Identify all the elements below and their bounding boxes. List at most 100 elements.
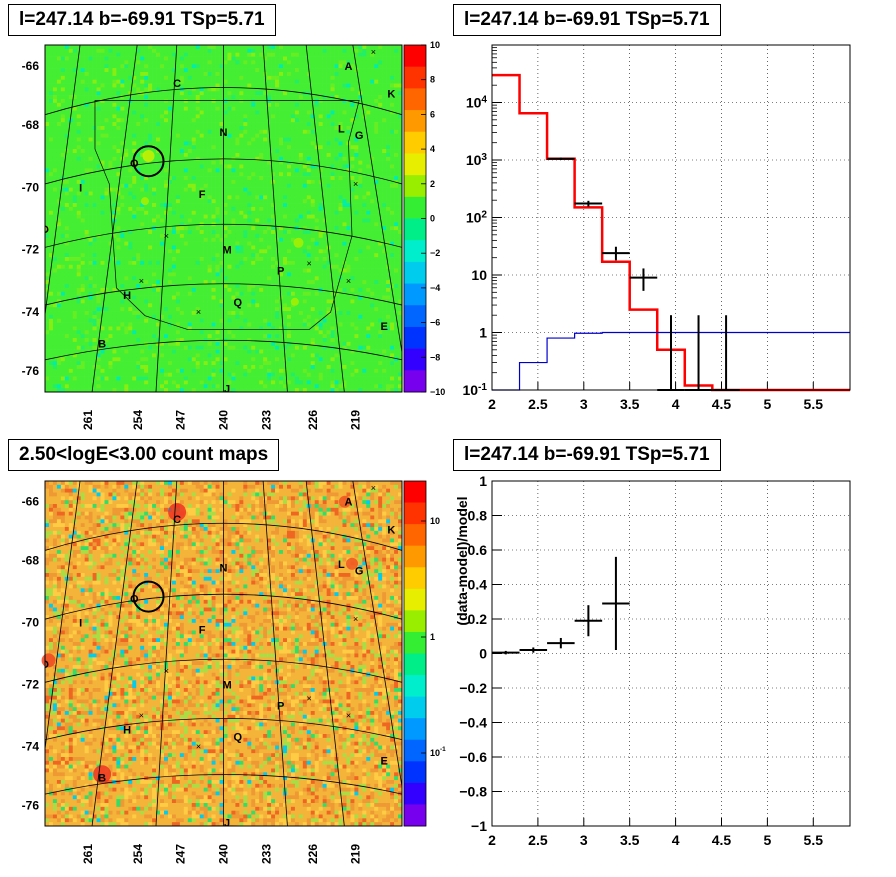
ts-map-pixel <box>108 183 113 188</box>
ts-map-pixel <box>136 122 141 127</box>
ts-map-pixel <box>203 79 208 84</box>
ts-map-pixel <box>128 241 133 246</box>
ts-map-pixel <box>231 303 236 308</box>
ts-map-pixel <box>191 145 197 150</box>
ts-map-pixel <box>179 206 185 212</box>
ts-map-pixel <box>88 233 93 239</box>
ts-map-pixel <box>156 237 161 242</box>
ts-map-pixel <box>231 365 236 370</box>
ts-map-pixel <box>171 191 177 196</box>
ts-map-pixel <box>259 303 264 308</box>
ts-map-pixel <box>167 322 173 327</box>
ts-map-pixel <box>263 214 268 219</box>
ts-map-pixel <box>167 257 173 262</box>
ts-map-pixel <box>187 357 193 362</box>
ts-map-pixel <box>152 122 157 127</box>
ts-map-pixel <box>247 106 252 111</box>
ts-map-pixel <box>199 45 204 50</box>
ts-map-pixel <box>187 280 193 285</box>
ts-map-pixel <box>88 268 93 273</box>
ts-map-pixel <box>215 176 220 181</box>
ts-map-pixel <box>191 83 197 88</box>
ts-map-pixel <box>45 156 50 161</box>
ts-map-pixel <box>132 48 137 54</box>
ts-map-pixel <box>76 218 81 223</box>
ts-map-pixel <box>88 214 93 219</box>
ts-map-pixel <box>56 183 62 188</box>
ts-map-pixel <box>243 253 248 258</box>
ts-map-pixel <box>156 303 161 308</box>
ts-map-pixel <box>235 311 240 316</box>
ts-map-pixel <box>140 334 145 339</box>
ts-map-pixel <box>235 179 240 185</box>
ts-map-pixel <box>259 338 264 343</box>
ts-map-pixel <box>48 230 54 235</box>
ts-map-pixel <box>195 349 200 354</box>
ts-map-pixel <box>175 226 181 231</box>
ts-map-pixel <box>60 64 66 69</box>
ts-map-pixel <box>60 156 66 161</box>
ts-map-pixel <box>183 95 189 100</box>
ts-map-pixel <box>207 129 212 134</box>
ts-map-pixel <box>136 156 141 161</box>
ts-map-pixel <box>263 141 268 146</box>
ts-map-pixel <box>80 210 85 215</box>
ts-map-pixel <box>227 133 232 138</box>
ts-map-pixel <box>84 172 89 177</box>
ts-map-pixel <box>160 137 165 142</box>
ts-map-pixel <box>132 314 137 320</box>
ts-map-pixel <box>136 276 141 281</box>
ts-map-pixel <box>195 245 200 250</box>
ts-map-pixel <box>259 179 264 185</box>
ts-map-pixel <box>211 114 216 119</box>
ts-map-pixel <box>175 183 181 188</box>
ts-map-pixel <box>231 361 236 366</box>
ts-map-pixel <box>227 311 232 316</box>
ts-map-pixel <box>68 79 74 84</box>
ts-map-pixel <box>175 349 181 354</box>
ts-map-pixel <box>167 110 173 115</box>
ts-map-pixel <box>80 56 85 61</box>
ts-map-pixel <box>211 206 216 212</box>
ts-map-pixel <box>132 172 137 177</box>
ts-map-pixel <box>48 183 54 188</box>
ts-map-pixel <box>187 307 193 312</box>
ts-map-pixel <box>104 68 109 73</box>
ts-map-pixel <box>136 322 141 327</box>
ts-map-pixel <box>124 272 129 277</box>
ts-map-pixel <box>219 280 224 285</box>
ts-map-pixel <box>255 199 260 204</box>
ts-map-pixel <box>199 230 204 235</box>
ts-map-pixel <box>235 257 240 262</box>
ts-map-pixel <box>104 87 109 92</box>
ts-map-pixel <box>235 106 240 111</box>
ts-map-pixel <box>92 172 97 177</box>
ts-map-pixel <box>263 152 268 158</box>
ts-map-pixel <box>136 164 141 169</box>
ts-map-pixel <box>72 52 78 57</box>
ts-map-pixel <box>179 187 185 192</box>
ts-map-pixel <box>148 71 153 77</box>
ts-map-pixel <box>251 125 256 131</box>
ts-map-pixel <box>199 260 204 266</box>
ts-map-pixel <box>227 168 232 173</box>
ts-map-pixel <box>251 249 256 254</box>
ts-map-pixel <box>104 118 109 123</box>
ts-map-pixel <box>183 45 189 50</box>
ts-map-pixel <box>247 83 252 88</box>
ts-map-pixel <box>156 368 161 374</box>
ts-map-pixel <box>60 98 66 104</box>
ts-map-pixel <box>68 48 74 54</box>
ts-map-pixel <box>259 245 264 250</box>
ts-map-pixel <box>195 87 200 92</box>
ts-map-pixel <box>100 388 105 393</box>
ts-map-pixel <box>259 384 264 389</box>
ts-map-pixel <box>68 353 74 358</box>
ts-map-pixel <box>108 388 113 393</box>
ts-map-pixel <box>120 137 125 142</box>
ts-map-pixel <box>223 299 228 304</box>
ts-map-pixel <box>144 102 149 107</box>
ts-map-pixel <box>223 353 228 358</box>
ts-map-pixel <box>175 291 181 296</box>
